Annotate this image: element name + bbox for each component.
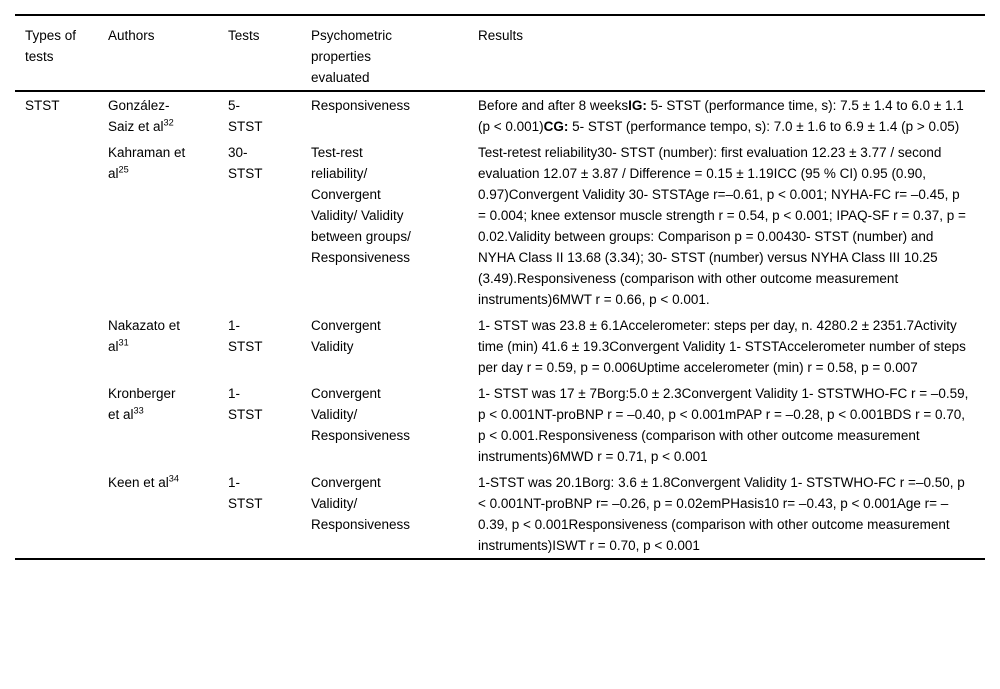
col-header-psychometric-properties: Psychometric properties evaluated bbox=[310, 15, 477, 92]
results-segment: 5- STST (performance time, s): 7.5 ± 1.4… bbox=[478, 98, 964, 134]
types-of-tests-cell bbox=[15, 380, 107, 469]
tests-cell: 5- STST bbox=[228, 98, 263, 134]
types-of-tests-cell: STST bbox=[25, 98, 60, 113]
results-segment: 1-STST was 20.1Borg: 3.6 ± 1.8Convergent… bbox=[478, 475, 965, 553]
results-segment: CG: bbox=[543, 119, 569, 134]
authors-cell: Nakazato et al31 bbox=[107, 312, 227, 380]
results-segment: 1- STST was 23.8 ± 6.1Accelerometer: ste… bbox=[478, 318, 966, 375]
properties-cell: Test-rest reliability/ Convergent Validi… bbox=[311, 145, 411, 265]
tests-cell: 1- STST bbox=[228, 318, 263, 354]
results-cell: 1-STST was 20.1Borg: 3.6 ± 1.8Convergent… bbox=[477, 469, 985, 559]
authors-cell: González-Saiz et al32 bbox=[107, 91, 227, 139]
table-row: Kronberger et al33 1- STST Convergent Va… bbox=[15, 380, 985, 469]
types-of-tests-cell bbox=[15, 139, 107, 312]
properties-cell: Responsiveness bbox=[311, 98, 411, 113]
table-row: STST González-Saiz et al32 5- STST Respo… bbox=[15, 91, 985, 139]
results-segment: Test-retest reliability30- STST (number)… bbox=[478, 145, 966, 307]
col-header-types-of-tests: Types of tests bbox=[15, 15, 107, 92]
author-name: Kronberger et al bbox=[108, 386, 176, 422]
author-name: Keen et al bbox=[108, 475, 169, 490]
authors-cell: Kahraman et al25 bbox=[107, 139, 227, 312]
results-segment: Before and after 8 weeks bbox=[478, 98, 629, 113]
properties-cell: Convergent Validity/ Responsiveness bbox=[311, 475, 411, 532]
results-cell: 1- STST was 23.8 ± 6.1Accelerometer: ste… bbox=[477, 312, 985, 380]
tests-cell: 1- STST bbox=[228, 386, 263, 422]
results-cell: 1- STST was 17 ± 7Borg:5.0 ± 2.3Converge… bbox=[477, 380, 985, 469]
author-reference-number: 31 bbox=[118, 337, 129, 348]
col-header-results: Results bbox=[477, 15, 985, 92]
results-segment: 1- STST was 17 ± 7Borg:5.0 ± 2.3Converge… bbox=[478, 386, 969, 464]
types-of-tests-cell bbox=[15, 469, 107, 559]
tests-cell: 30- STST bbox=[228, 145, 263, 181]
properties-cell: Convergent Validity/ Responsiveness bbox=[311, 386, 411, 443]
author-name: Nakazato et al bbox=[108, 318, 181, 354]
results-segment: 5- STST (performance tempo, s): 7.0 ± 1.… bbox=[568, 119, 960, 134]
col-header-authors: Authors bbox=[107, 15, 227, 92]
tests-cell: 1- STST bbox=[228, 475, 263, 511]
col-header-tests: Tests bbox=[227, 15, 310, 92]
author-reference-number: 32 bbox=[163, 117, 174, 128]
properties-cell: Convergent Validity bbox=[311, 318, 381, 354]
table-row: Kahraman et al25 30- STST Test-rest reli… bbox=[15, 139, 985, 312]
results-cell: Before and after 8 weeksIG: 5- STST (per… bbox=[477, 91, 985, 139]
author-name: Kahraman et al bbox=[108, 145, 186, 181]
psychometric-properties-table: Types of tests Authors Tests Psychometri… bbox=[15, 14, 985, 560]
table-row: Nakazato et al31 1- STST Convergent Vali… bbox=[15, 312, 985, 380]
results-cell: Test-retest reliability30- STST (number)… bbox=[477, 139, 985, 312]
authors-cell: Kronberger et al33 bbox=[107, 380, 227, 469]
author-name: González-Saiz et al bbox=[108, 98, 170, 134]
header-row: Types of tests Authors Tests Psychometri… bbox=[15, 15, 985, 92]
author-reference-number: 33 bbox=[133, 405, 144, 416]
table-row: Keen et al34 1- STST Convergent Validity… bbox=[15, 469, 985, 559]
results-segment: IG: bbox=[628, 98, 647, 113]
authors-cell: Keen et al34 bbox=[107, 469, 227, 559]
author-reference-number: 34 bbox=[168, 473, 179, 484]
types-of-tests-cell bbox=[15, 312, 107, 380]
author-reference-number: 25 bbox=[118, 164, 129, 175]
